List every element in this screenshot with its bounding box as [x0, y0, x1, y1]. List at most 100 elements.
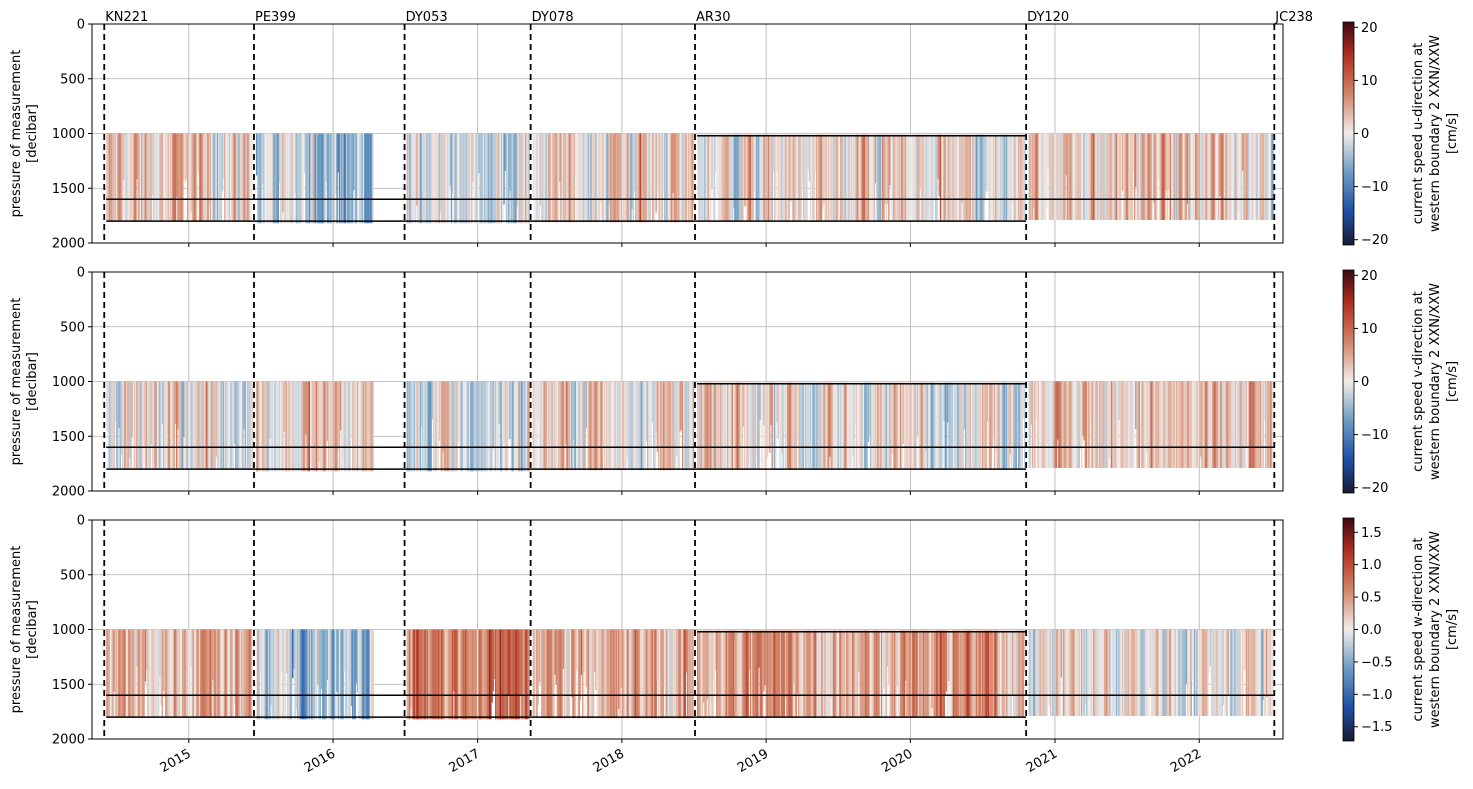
heatmap-cell — [210, 381, 213, 470]
heatmap-cell — [544, 629, 547, 719]
heatmap-cell — [1004, 134, 1007, 222]
heatmap-cell — [1078, 381, 1081, 469]
heatmap-cell — [250, 133, 253, 222]
heatmap-cell — [659, 133, 661, 223]
heatmap-cell — [1231, 381, 1233, 469]
heatmap-cell — [1069, 629, 1071, 717]
heatmap-cell — [311, 381, 313, 472]
heatmap-cell — [240, 629, 243, 718]
heatmap-cell — [1022, 382, 1025, 419]
heatmap-cell — [596, 629, 598, 719]
heatmap-cell — [922, 630, 925, 718]
heatmap-cell — [1245, 133, 1248, 221]
heatmap-cell — [578, 381, 580, 471]
heatmap-cell — [372, 381, 374, 472]
heatmap-cell — [910, 630, 913, 718]
heatmap-cell — [173, 133, 176, 222]
heatmap-cell — [932, 382, 935, 470]
heatmap-cell — [1132, 629, 1135, 717]
cruise-label: KN221 — [105, 10, 148, 25]
heatmap-cell — [655, 381, 657, 433]
heatmap-cell — [758, 382, 760, 470]
heatmap-cell — [450, 381, 453, 472]
heatmap-cell — [1155, 133, 1157, 221]
heatmap-cell — [735, 630, 737, 718]
heatmap-cell — [999, 630, 1002, 718]
heatmap-cell — [1048, 381, 1051, 469]
heatmap-cell — [728, 134, 730, 222]
heatmap-cell — [1153, 629, 1155, 717]
heatmap-cell — [1266, 381, 1268, 469]
heatmap-cell — [494, 629, 497, 720]
heatmap-cell — [117, 381, 119, 470]
heatmap-cell — [985, 382, 987, 470]
heatmap-cell — [1232, 133, 1234, 221]
heatmap-cell — [675, 381, 678, 456]
heatmap-cell — [499, 381, 502, 472]
heatmap-cell — [773, 382, 776, 470]
y-tick-label: 1500 — [52, 430, 85, 445]
heatmap-cell — [1177, 381, 1179, 469]
heatmap-cell — [812, 630, 814, 718]
heatmap-cell — [202, 629, 204, 718]
heatmap-cell — [1175, 381, 1178, 469]
heatmap-cell — [155, 381, 158, 470]
heatmap-cell — [348, 629, 350, 720]
heatmap-cell — [1156, 381, 1159, 469]
heatmap-cell — [891, 382, 894, 455]
heatmap-cell — [1186, 133, 1189, 204]
heatmap-cell — [912, 382, 914, 470]
heatmap-cell — [355, 629, 357, 684]
heatmap-cell — [406, 133, 409, 224]
heatmap-cell — [647, 133, 649, 223]
heatmap-cell — [1105, 629, 1107, 717]
heatmap-cell — [567, 629, 570, 719]
heatmap-cell — [603, 133, 606, 223]
heatmap-cell — [638, 133, 641, 223]
heatmap-cell — [327, 381, 330, 472]
heatmap-cell — [457, 629, 460, 720]
heatmap-cell — [210, 629, 213, 718]
heatmap-cell — [497, 381, 499, 472]
heatmap-cell — [989, 630, 991, 718]
heatmap-cell — [647, 381, 649, 471]
heatmap-cell — [547, 381, 549, 471]
heatmap-cell — [648, 133, 650, 223]
heatmap-cell — [865, 630, 867, 718]
heatmap-cell — [846, 134, 848, 222]
heatmap-cell — [459, 381, 461, 472]
heatmap-cell — [467, 381, 469, 472]
heatmap-cell — [479, 133, 481, 224]
heatmap-cell — [345, 629, 348, 720]
heatmap-cell — [1165, 381, 1167, 469]
heatmap-cell — [755, 382, 758, 457]
heatmap-cell — [967, 630, 969, 718]
heatmap-cell — [1207, 629, 1209, 717]
heatmap-cell — [730, 630, 733, 718]
heatmap-cell — [616, 629, 619, 719]
heatmap-cell — [661, 133, 663, 223]
heatmap-cell — [908, 630, 911, 718]
heatmap-cell — [132, 629, 135, 718]
heatmap-cell — [740, 134, 742, 222]
heatmap-cell — [900, 382, 902, 470]
heatmap-cell — [155, 629, 158, 718]
heatmap-cell — [939, 630, 942, 718]
heatmap-cell — [1193, 381, 1196, 469]
heatmap-cell — [924, 630, 926, 718]
heatmap-cell — [981, 134, 984, 222]
heatmap-cell — [831, 134, 834, 222]
heatmap-cell — [914, 134, 917, 222]
heatmap-cell — [299, 133, 301, 224]
heatmap-cell — [1131, 381, 1133, 469]
heatmap-cell — [820, 630, 823, 718]
heatmap-cell — [687, 133, 690, 223]
heatmap-cell — [809, 630, 812, 718]
heatmap-cell — [408, 381, 411, 472]
heatmap-cell — [115, 133, 118, 222]
heatmap-cell — [713, 134, 716, 222]
heatmap-cell — [504, 133, 506, 172]
heatmap-cell — [885, 630, 888, 718]
heatmap-cell — [727, 630, 729, 718]
heatmap-cell — [413, 381, 416, 472]
